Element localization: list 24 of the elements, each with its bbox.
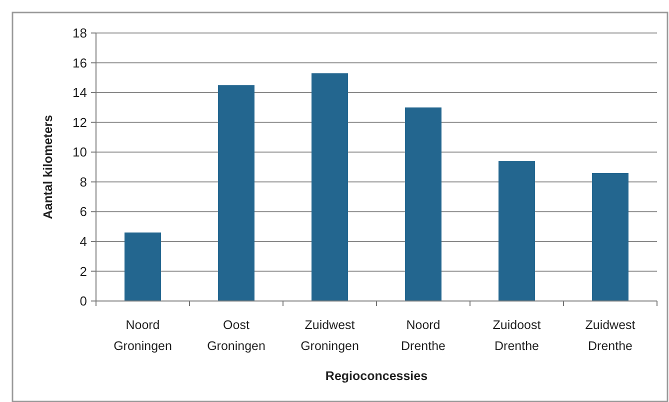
x-tick-label: Oost Groningen: [207, 318, 266, 353]
y-tick-label: 2: [80, 264, 87, 279]
y-tick-label: 16: [72, 55, 87, 70]
y-tick-label: 6: [80, 204, 87, 220]
x-axis-title: Regioconcessies: [325, 369, 428, 383]
bar: [218, 85, 254, 301]
x-tick-label: Zuidwest Drenthe: [585, 318, 636, 353]
bar: [498, 161, 535, 301]
bar: [124, 232, 161, 301]
y-tick-label: 12: [72, 114, 87, 130]
y-tick-label: 4: [80, 234, 87, 249]
y-tick-label: 18: [72, 26, 87, 41]
y-tick-label: 10: [72, 144, 87, 160]
x-tick-label: Noord Groningen: [114, 318, 172, 353]
bar: [592, 172, 628, 301]
y-tick-label: 0: [80, 294, 87, 309]
x-tick-label: Zuidoost Drenthe: [492, 318, 542, 353]
y-tick-label: 8: [80, 174, 87, 190]
y-axis-title: Aantal kilometers: [41, 114, 55, 220]
y-tick-label: 14: [72, 85, 87, 100]
x-tick-label: Zuidwest Groningen: [300, 318, 359, 353]
x-tick-label: Noord Drenthe: [401, 318, 446, 353]
bar: [405, 107, 442, 301]
bar: [312, 73, 348, 301]
